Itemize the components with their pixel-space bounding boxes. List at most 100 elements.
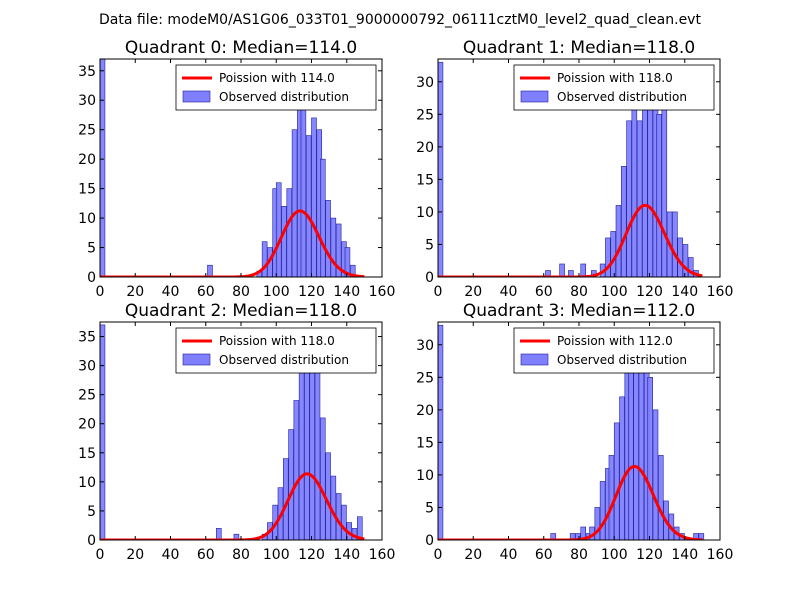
panel-3: 0 20 40 60 80 100 120 140 160 0 5 10 15 20 25 30 Quadran… <box>416 301 733 563</box>
y-tick-label: 25 <box>78 123 96 139</box>
legend-label-bars: Observed distribution <box>557 90 687 104</box>
y-tick-label: 25 <box>416 107 434 123</box>
y-tick-label: 35 <box>78 64 96 80</box>
histogram-bar <box>580 263 586 277</box>
x-tick-label: 40 <box>500 547 518 563</box>
legend-label-bars: Observed distribution <box>219 353 349 367</box>
histogram-bar <box>610 231 616 277</box>
x-tick-label: 60 <box>535 547 553 563</box>
panel-title: Quadrant 0: Median=114.0 <box>125 38 357 58</box>
x-tick-label: 60 <box>197 547 215 563</box>
histogram-bar <box>608 455 615 540</box>
legend-box <box>175 64 377 111</box>
x-tick-label: 160 <box>369 547 396 563</box>
x-tick-label: 120 <box>298 284 325 300</box>
histogram-bar <box>320 417 326 540</box>
histogram-bar <box>661 100 668 277</box>
histogram-bar <box>320 158 326 277</box>
histogram-bar <box>559 263 565 277</box>
histogram-bar <box>613 422 620 540</box>
histogram-bar <box>550 533 557 540</box>
y-tick-label: 10 <box>78 475 96 491</box>
x-tick-label: 20 <box>126 284 144 300</box>
y-tick-label: 20 <box>78 152 96 168</box>
histogram-bar <box>261 241 268 277</box>
legend: Poission with 114.0 Observed distribution <box>175 64 377 111</box>
histogram-bar <box>569 533 576 540</box>
x-tick-label: 160 <box>369 284 396 300</box>
legend-label-curve: Poission with 112.0 <box>557 334 673 348</box>
x-tick-label: 120 <box>636 547 663 563</box>
y-tick-label: 30 <box>78 93 96 109</box>
y-tick-label: 20 <box>416 403 434 419</box>
x-tick-label: 0 <box>96 284 105 300</box>
y-tick-label: 35 <box>78 330 96 346</box>
histogram-bar <box>594 507 601 540</box>
y-tick-label: 10 <box>78 211 96 227</box>
legend-label-bars: Observed distribution <box>557 353 687 367</box>
plot-area <box>100 59 365 277</box>
panels: 0 20 40 60 80 100 120 140 16005101520253035Quadr… <box>78 38 733 563</box>
x-tick-label: 40 <box>162 284 180 300</box>
legend-label-curve: Poission with 114.0 <box>219 71 335 85</box>
histogram-bar <box>631 107 638 277</box>
x-tick-label: 80 <box>570 547 588 563</box>
histogram-bar <box>620 166 627 277</box>
x-tick-label: 100 <box>601 547 628 563</box>
histogram-bar <box>642 94 648 277</box>
histogram-bar <box>304 359 310 540</box>
x-tick-label: 120 <box>298 547 325 563</box>
x-tick-label: 20 <box>464 284 482 300</box>
x-tick-label: 80 <box>232 547 250 563</box>
x-tick-label: 100 <box>601 284 628 300</box>
y-tick-label: 10 <box>416 468 434 484</box>
histogram-bar <box>652 409 659 540</box>
histogram-bar <box>619 396 625 540</box>
x-tick-label: 140 <box>333 547 360 563</box>
histogram-bar <box>291 129 298 277</box>
histogram-bar <box>100 59 106 277</box>
histogram-bar <box>638 344 645 540</box>
legend-box <box>513 327 715 374</box>
y-tick-label: 25 <box>416 370 434 386</box>
histogram-bar <box>341 504 347 540</box>
legend: Poission with 112.0 Observed distribution <box>513 327 715 374</box>
histogram-bar <box>298 371 305 540</box>
histogram-bar <box>288 429 294 540</box>
legend: Poission with 118.0 Observed distribution <box>513 64 715 111</box>
legend-box <box>513 64 715 111</box>
histogram-bar <box>216 528 222 540</box>
histogram-bar <box>605 237 611 277</box>
histogram-bar <box>628 357 634 540</box>
figure-suptitle: Data file: modeM0/AS1G06_033T01_90000007… <box>99 12 701 28</box>
histogram-bar <box>599 481 606 540</box>
legend: Poission with 118.0 Observed distribution <box>175 327 377 374</box>
histogram-bar <box>349 264 356 277</box>
histogram-bar <box>207 264 213 277</box>
x-tick-label: 160 <box>707 547 734 563</box>
x-tick-label: 60 <box>197 284 215 300</box>
y-tick-label: 15 <box>78 182 96 198</box>
histogram-bar <box>281 205 287 277</box>
panel-title: Quadrant 2: Median=118.0 <box>125 301 357 321</box>
y-tick-label: 5 <box>87 241 96 257</box>
x-tick-label: 140 <box>671 284 698 300</box>
histogram-bar <box>647 377 653 540</box>
x-tick-label: 120 <box>636 284 663 300</box>
histogram-bar <box>626 120 632 277</box>
x-tick-label: 100 <box>263 284 290 300</box>
legend-bar-swatch <box>520 353 549 366</box>
y-tick-label: 20 <box>78 417 96 433</box>
histogram-bar <box>636 120 643 277</box>
legend-bar-swatch <box>520 90 549 103</box>
x-tick-label: 20 <box>464 547 482 563</box>
y-tick-label: 30 <box>416 75 434 91</box>
histogram-bar <box>615 205 622 277</box>
panel-title: Quadrant 3: Median=112.0 <box>463 301 695 321</box>
histogram-bar <box>311 117 317 277</box>
y-tick-label: 20 <box>416 140 434 156</box>
x-tick-label: 80 <box>232 284 250 300</box>
panel-1: 0 20 40 60 80 100 120 140 160 0 5 10 15 20 25 30 Quadran… <box>416 38 733 300</box>
x-tick-label: 140 <box>333 284 360 300</box>
